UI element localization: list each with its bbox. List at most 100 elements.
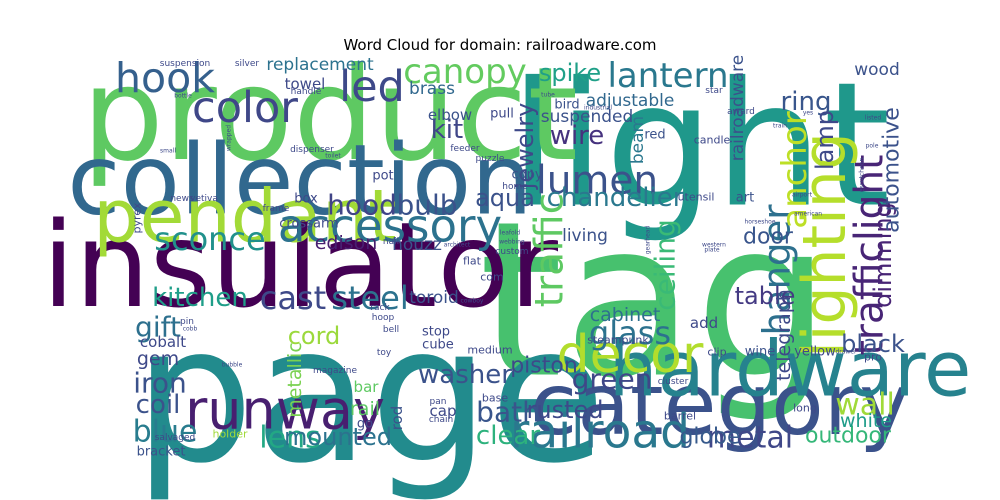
word-pin: pin <box>180 317 194 327</box>
word-bubble: bubble <box>222 362 243 369</box>
word-white: white <box>840 410 892 432</box>
word-american: american <box>794 211 822 218</box>
word-rusted: rusted <box>527 396 604 424</box>
word-decor: decor <box>557 325 704 385</box>
word-stop: stop <box>422 325 450 340</box>
word-wrapped: wrapped <box>226 125 233 151</box>
word-lantern: lantern <box>607 56 728 96</box>
word-industrial: industrial <box>584 105 612 112</box>
word-cap: cap <box>430 402 457 420</box>
word-bar: bar <box>354 378 380 396</box>
word-candle: candle <box>694 134 731 147</box>
word-com: com <box>480 271 504 284</box>
word-horseshoe: horseshoe <box>744 219 775 226</box>
word-telegraph: telegraph <box>773 289 795 381</box>
word-hardware: hardware <box>609 326 972 415</box>
word-spike: spike <box>539 59 601 87</box>
word-hanger: hanger <box>756 204 799 336</box>
word-wood: wood <box>854 60 900 80</box>
word-elbow: elbow <box>428 106 472 124</box>
word-living: living <box>562 226 608 246</box>
word-escutcheon: escutcheon <box>859 158 866 193</box>
word-metal: metal <box>707 421 793 456</box>
word-architect: architect <box>444 242 471 249</box>
word-crossarm: crossarm <box>279 217 338 232</box>
word-railroad: railroad <box>510 405 690 460</box>
word-piston: piston <box>510 354 578 379</box>
word-steel: steel <box>331 279 408 317</box>
word-airport: airport <box>792 192 813 199</box>
word-box: box <box>294 192 318 207</box>
word-globe: globe <box>679 425 740 450</box>
word-home: home <box>502 182 528 192</box>
word-base: base <box>482 392 508 405</box>
word-accessory: accessory <box>278 200 502 253</box>
chart-title: Word Cloud for domain: railroadware.com <box>343 36 657 54</box>
word-wire: wire <box>550 121 605 151</box>
word-toilet: toilet <box>325 153 341 160</box>
word-edison: edison <box>315 232 378 254</box>
word-glass: glass <box>589 314 671 352</box>
word-award: award <box>727 107 755 117</box>
word-gearhead: gearhead <box>645 226 652 255</box>
word-bath: bath <box>476 396 540 429</box>
word-metallic: metallic <box>284 342 306 418</box>
word-outdoor: outdoor <box>805 424 892 449</box>
word-train: train <box>773 123 787 130</box>
word-drawer: drawer <box>835 349 857 356</box>
word-insulator: insulator <box>42 196 558 334</box>
word-hood: hood <box>327 189 397 222</box>
word-washer: washer <box>418 360 512 390</box>
word-medium: medium <box>467 344 512 357</box>
word-coil: coil <box>136 390 181 420</box>
word-light: light <box>509 45 890 246</box>
word-utensil: utensil <box>678 191 715 204</box>
word-bracket: bracket <box>137 445 186 460</box>
word-lamp: lamp <box>811 110 839 170</box>
word-clear: clear <box>476 421 540 451</box>
word-toy: toy <box>377 348 392 358</box>
word-collection: collection <box>67 124 532 237</box>
word-rack: rack <box>370 303 390 313</box>
word-railroadware: railroadware <box>728 55 748 161</box>
word-gift: gift <box>135 311 181 344</box>
word-cobb: cobb <box>183 326 198 333</box>
word-ring: ring <box>781 87 832 117</box>
word-category: category <box>530 355 910 455</box>
word-holder: holder <box>212 428 248 441</box>
word-suspension: suspension <box>160 59 210 69</box>
word-traffic: traffic <box>528 193 573 307</box>
word-tube: tube <box>541 92 555 99</box>
word-bulb: bulb <box>396 189 457 222</box>
word-wall: wall <box>835 388 895 423</box>
word-runway: runway <box>185 379 385 442</box>
word-hook: hook <box>115 54 215 102</box>
word-color: color <box>192 83 298 133</box>
word-table: table <box>735 282 796 310</box>
word-kit: kit <box>431 115 463 145</box>
word-rod: rod <box>388 406 406 431</box>
word-mounted: mounted <box>284 423 392 451</box>
word-iron: iron <box>133 367 187 400</box>
word-plate: plate <box>704 247 720 254</box>
word-bird: bird <box>554 98 579 113</box>
word-cabinet: cabinet <box>590 304 661 326</box>
word-led: led <box>339 62 405 112</box>
word-bell: bell <box>383 325 399 335</box>
word-art: art <box>736 191 754 206</box>
word-webbing: webbing <box>499 239 525 246</box>
word-cast: cast <box>260 279 326 317</box>
word-star: star <box>705 86 723 96</box>
word-aqua: aqua <box>475 184 535 212</box>
word-custom: custom <box>495 247 528 257</box>
word-door: door <box>743 225 794 250</box>
word-green: green <box>572 363 653 396</box>
word-western: western <box>702 242 726 249</box>
word-automotive: automotive <box>880 107 905 233</box>
word-add: add <box>690 314 718 332</box>
word-product: product <box>82 40 578 190</box>
word-barrel: barrel <box>664 410 696 423</box>
word-cobalt: cobalt <box>140 333 186 351</box>
word-red: red <box>644 128 665 143</box>
